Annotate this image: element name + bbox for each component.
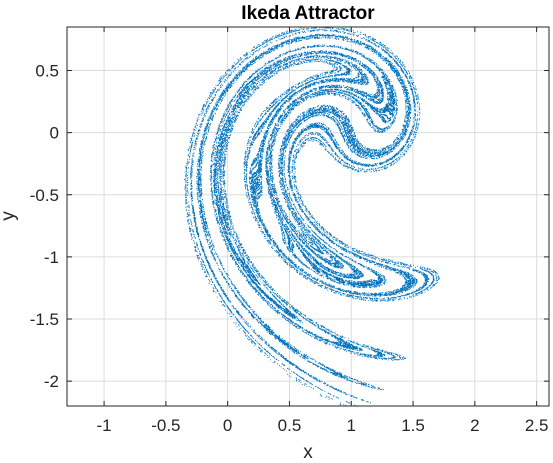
y-tick-label: -2	[44, 372, 59, 391]
y-tick-label: -1	[44, 248, 59, 267]
chart-title: Ikeda Attractor	[241, 3, 375, 24]
y-tick-label: -1.5	[30, 310, 59, 329]
ticks: -1 -0.5 0 0.5 1 1.5 2 2.5 0.5 0 -0.5 -1 -1.5 -2	[30, 27, 549, 435]
axes-box	[66, 26, 550, 407]
x-tick-label: 0.5	[278, 416, 302, 435]
y-tick-label: -0.5	[30, 186, 59, 205]
y-tick-label: 0	[50, 124, 59, 143]
x-tick-label: 2.5	[525, 416, 549, 435]
x-tick-label: 1.5	[401, 416, 425, 435]
attractor-points	[183, 27, 440, 407]
attractor-point-cloud	[183, 27, 440, 407]
x-tick-label: -1	[97, 416, 112, 435]
x-axis-label: x	[303, 442, 313, 463]
axes-background	[67, 27, 549, 406]
y-axis-label: y	[0, 211, 19, 221]
y-tick-label: 0.5	[35, 61, 59, 80]
x-tick-label: 2	[470, 416, 479, 435]
x-tick-label: 1	[347, 416, 356, 435]
x-tick-label: -0.5	[151, 416, 180, 435]
x-tick-label: 0	[223, 416, 232, 435]
